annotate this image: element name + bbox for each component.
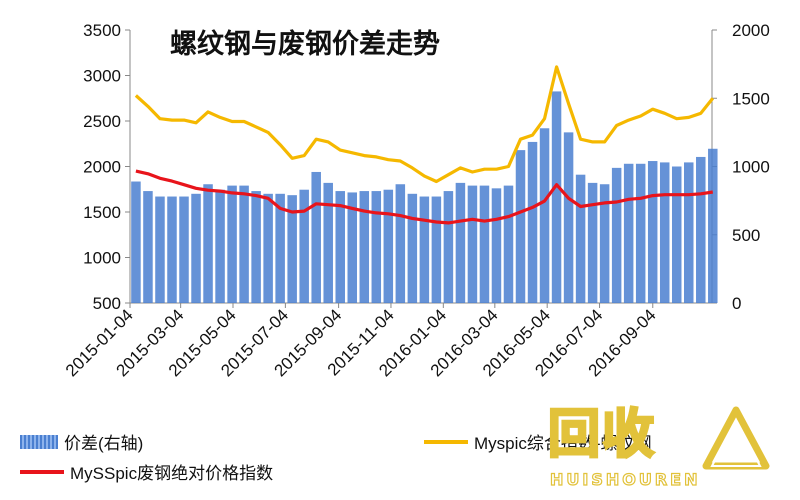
price-spread-bar bbox=[539, 128, 550, 303]
y-right-tick-label: 500 bbox=[732, 226, 760, 245]
price-spread-bar bbox=[407, 193, 418, 303]
price-spread-bar bbox=[383, 189, 394, 303]
price-spread-bar bbox=[299, 189, 309, 303]
site-logo-watermark: 回收 HUISHOUREN bbox=[546, 402, 776, 490]
price-spread-bar bbox=[251, 191, 261, 303]
price-spread-bar bbox=[419, 196, 430, 303]
price-spread-bar bbox=[527, 141, 538, 303]
price-spread-bar bbox=[311, 171, 321, 303]
price-spread-bar bbox=[587, 182, 598, 303]
price-spread-bar bbox=[551, 91, 562, 303]
price-spread-bar bbox=[191, 193, 201, 303]
price-spread-bar bbox=[215, 189, 225, 303]
legend-swatch-red bbox=[20, 469, 64, 474]
price-spread-bar bbox=[179, 196, 189, 303]
y-right-tick-label: 1500 bbox=[732, 89, 770, 108]
price-spread-bar bbox=[167, 196, 177, 303]
price-spread-bar bbox=[515, 150, 526, 303]
price-spread-bar bbox=[659, 162, 670, 303]
price-spread-bar bbox=[155, 196, 165, 303]
price-spread-bar bbox=[335, 191, 345, 303]
price-spread-bar bbox=[503, 185, 514, 303]
price-spread-bar bbox=[275, 193, 285, 303]
legend-item-yellow: Myspic综合指数-螺纹钢 bbox=[424, 429, 652, 454]
price-spread-bar bbox=[696, 156, 706, 303]
scrap-steel-index-line bbox=[135, 169, 714, 225]
price-spread-bar bbox=[491, 188, 502, 303]
legend-label-red: MySSpic废钢绝对价格指数 bbox=[70, 464, 274, 483]
price-spread-bar bbox=[575, 174, 586, 303]
price-spread-bar bbox=[227, 185, 237, 303]
logo-text: 回收 bbox=[546, 404, 657, 467]
price-spread-bar bbox=[563, 132, 574, 303]
y-right-tick-label: 1000 bbox=[732, 158, 770, 177]
y-right-tick-label: 2000 bbox=[732, 21, 770, 40]
legend-item-bar: 价差(右轴) bbox=[20, 429, 143, 454]
price-spread-bar bbox=[203, 184, 213, 303]
price-spread-bar bbox=[263, 193, 273, 303]
y-left-tick-label: 1500 bbox=[83, 203, 121, 222]
legend-label-yellow: Myspic综合指数-螺纹钢 bbox=[474, 434, 652, 453]
price-spread-bar bbox=[455, 182, 466, 303]
recycle-arrow-icon bbox=[702, 406, 770, 470]
price-spread-bar bbox=[431, 196, 442, 303]
price-spread-bar bbox=[611, 167, 622, 303]
price-spread-bar bbox=[323, 182, 333, 303]
price-spread-bar bbox=[287, 195, 297, 303]
price-spread-bar bbox=[599, 184, 610, 303]
rebar-index-line bbox=[134, 65, 715, 184]
y-right-tick-label: 0 bbox=[732, 294, 741, 313]
y-left-tick-label: 3000 bbox=[83, 67, 121, 86]
legend-label-bar: 价差(右轴) bbox=[64, 434, 144, 453]
price-spread-bar bbox=[347, 192, 358, 303]
price-spread-bar bbox=[443, 191, 454, 303]
price-spread-bar bbox=[143, 191, 153, 303]
legend-swatch-bar bbox=[20, 434, 58, 449]
price-spread-bar bbox=[359, 191, 370, 303]
legend-swatch-yellow bbox=[424, 439, 468, 444]
price-spread-bar bbox=[623, 163, 634, 303]
y-left-tick-label: 500 bbox=[93, 294, 121, 313]
price-spread-bar bbox=[479, 185, 490, 303]
y-left-tick-label: 2500 bbox=[83, 112, 121, 131]
price-spread-bar bbox=[708, 148, 718, 303]
chart-title: 螺纹钢与废钢价差走势 bbox=[170, 29, 440, 60]
price-spread-bar bbox=[371, 191, 382, 303]
y-left-tick-label: 2000 bbox=[83, 158, 121, 177]
price-spread-bar bbox=[131, 181, 141, 303]
price-spread-bar bbox=[635, 163, 646, 303]
price-spread-bar bbox=[467, 185, 478, 303]
price-spread-bar bbox=[647, 161, 658, 303]
price-spread-bar bbox=[395, 184, 406, 303]
price-spread-bar bbox=[684, 162, 694, 303]
y-left-tick-label: 3500 bbox=[83, 21, 121, 40]
y-left-tick-label: 1000 bbox=[83, 249, 121, 268]
price-spread-bar bbox=[239, 185, 249, 303]
logo-subtext: HUISHOUREN bbox=[549, 469, 701, 489]
price-spread-bar bbox=[671, 166, 682, 303]
legend-item-red: MySSpic废钢绝对价格指数 bbox=[20, 459, 273, 484]
